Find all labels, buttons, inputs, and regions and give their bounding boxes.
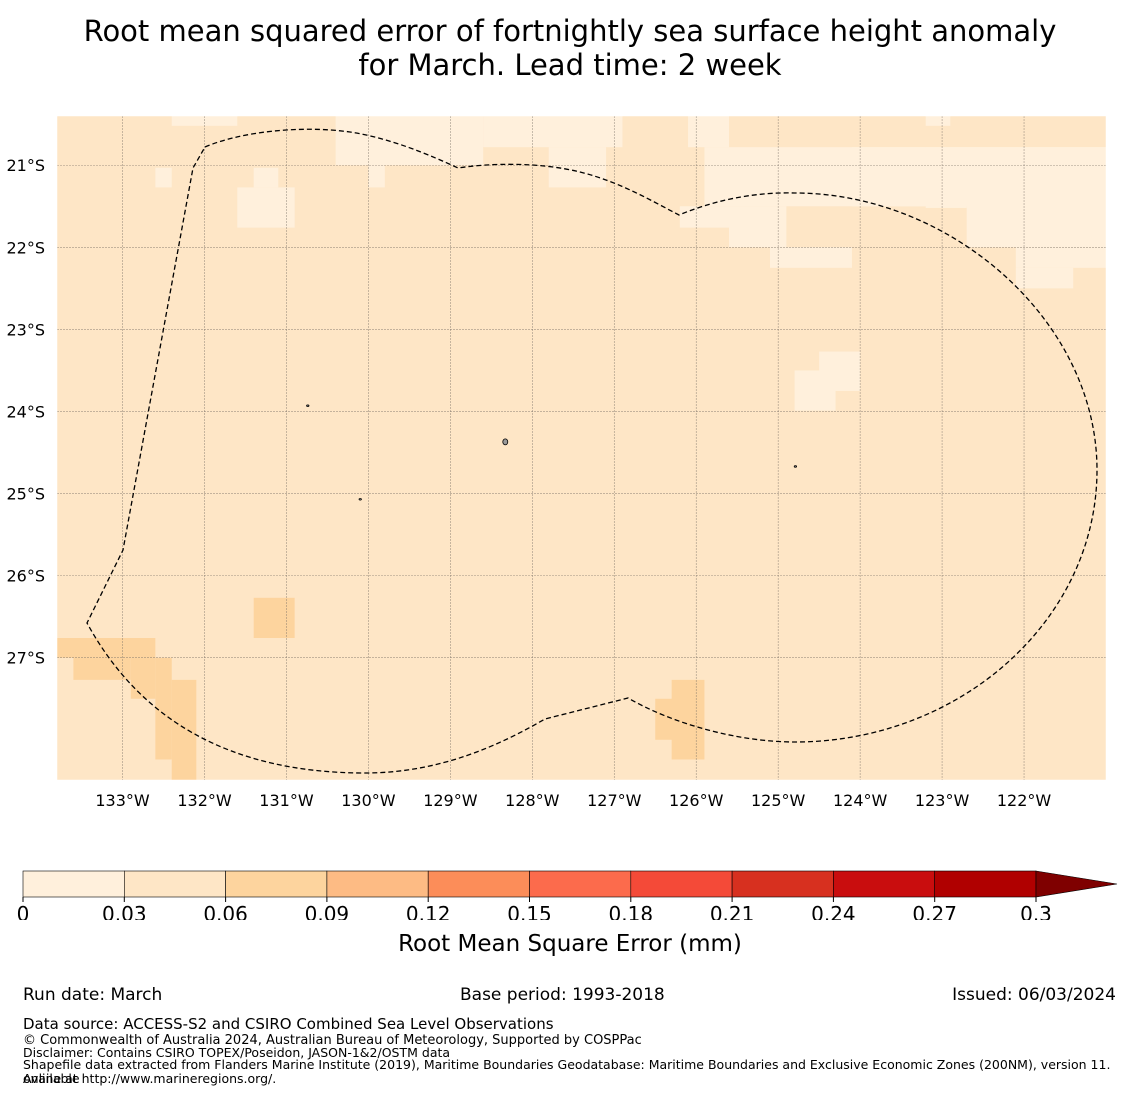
colorbar-tick-label: 0.06 <box>203 902 248 920</box>
map-title: Root mean squared error of fortnightly s… <box>0 14 1140 82</box>
rmse-cell <box>925 187 967 208</box>
rmse-cell <box>171 679 197 780</box>
rmse-cell <box>253 597 295 639</box>
rmse-cell <box>679 206 730 228</box>
rmse-cell <box>155 167 172 188</box>
latitude-label: 25°S <box>6 485 45 504</box>
longitude-label: 127°W <box>587 791 642 810</box>
island <box>793 465 797 468</box>
island <box>502 438 509 446</box>
longitude-label: 131°W <box>259 791 314 810</box>
latitude-label: 24°S <box>6 402 45 421</box>
rmse-cell <box>237 187 295 228</box>
colorbar-tick-label: 0.12 <box>406 902 451 920</box>
longitude-label: 129°W <box>423 791 478 810</box>
rmse-cell <box>851 147 926 207</box>
colorbar-tick-label: 0.09 <box>305 902 350 920</box>
longitude-label: 125°W <box>751 791 806 810</box>
longitude-label: 123°W <box>915 791 970 810</box>
rmse-cell <box>483 116 623 148</box>
colorbar-tick-label: 0.21 <box>710 902 755 920</box>
rmse-cell <box>729 206 787 248</box>
rmse-cell <box>1015 247 1106 268</box>
copyright: © Commonwealth of Australia 2024, Austra… <box>23 1033 642 1048</box>
island <box>358 498 362 501</box>
latitude-label: 26°S <box>6 567 45 586</box>
rmse-cell <box>57 638 156 658</box>
map-frame <box>56 115 1107 781</box>
map-figure: 21°S22°S23°S24°S25°S26°S27°S 133°W 132°W 1… <box>6 115 1118 920</box>
colorbar <box>22 870 1118 898</box>
rmse-cell <box>688 116 730 148</box>
latitude-label: 23°S <box>6 320 45 339</box>
longitude-labels: 133°W 132°W 131°W 130°W 129°W 128°W 127°W 126°W… <box>95 791 1051 810</box>
colorbar-tick-label: 0.18 <box>609 902 654 920</box>
island <box>306 404 310 407</box>
longitude-label: 126°W <box>669 791 724 810</box>
colorbar-segment <box>427 870 530 898</box>
eez-boundary-line <box>86 128 1098 774</box>
longitude-label: 132°W <box>177 791 232 810</box>
colorbar-segment <box>326 870 429 898</box>
rmse-cell <box>253 167 279 188</box>
rmse-cell <box>925 147 1106 188</box>
rmse-cell <box>130 657 156 699</box>
title-line-1: Root mean squared error of fortnightly s… <box>83 14 1057 48</box>
colorbar-segment <box>731 870 834 898</box>
latitude-label: 21°S <box>6 156 45 175</box>
latitude-labels: 21°S 22°S 23°S 24°S 25°S 26°S 27°S <box>6 156 45 667</box>
colorbar-segment <box>124 870 226 898</box>
colorbar-tick-label: 0.24 <box>811 902 856 920</box>
issued-date: Issued: 06/03/2024 <box>952 985 1116 1005</box>
rmse-cell <box>925 116 951 126</box>
eez-boundary <box>86 128 1098 774</box>
rmse-background <box>57 116 1106 780</box>
colorbar-extend-arrow <box>1035 870 1118 898</box>
rmse-cell <box>155 657 172 760</box>
disclaimer: Disclaimer: Contains CSIRO TOPEX/Poseido… <box>23 1045 451 1060</box>
rmse-cell <box>73 657 131 680</box>
colorbar-tick-label: 0.3 <box>1020 902 1052 920</box>
latitude-label: 22°S <box>6 238 45 257</box>
shapefile-credit-1: Shapefile data extracted from Flanders M… <box>23 1057 1111 1086</box>
colorbar-segment <box>22 870 125 898</box>
colorbar-tick-label: 0 <box>17 902 30 920</box>
colorbar-segment <box>225 870 328 898</box>
latitude-label: 27°S <box>6 649 45 668</box>
base-period: Base period: 1993-2018 <box>460 985 665 1005</box>
data-source: Data source: ACCESS-S2 and CSIRO Combine… <box>23 1015 554 1033</box>
longitude-label: 130°W <box>341 791 396 810</box>
rmse-cell <box>671 679 705 760</box>
rmse-cell <box>794 370 836 411</box>
title-line-2: for March. Lead time: 2 week <box>358 48 782 82</box>
colorbar-tick-label: 0.15 <box>507 902 552 920</box>
run-date: Run date: March <box>23 985 163 1005</box>
longitude-label: 128°W <box>505 791 560 810</box>
colorbar-tick-label: 0.27 <box>912 902 957 920</box>
shapefile-credit-2: online at http://www.marineregions.org/. <box>23 1071 277 1086</box>
rmse-cell <box>1015 267 1074 289</box>
rmse-cell <box>368 165 385 188</box>
colorbar-ticks: 0 0.03 0.06 0.09 0.12 0.15 0.18 0.21 0.24 0.27 0.3 <box>17 897 1052 920</box>
colorbar-segment <box>833 870 936 898</box>
islands <box>306 404 797 501</box>
longitude-label: 124°W <box>833 791 888 810</box>
rmse-cell <box>769 247 852 268</box>
rmse-cell <box>966 187 1106 248</box>
colorbar-segment <box>934 870 1037 898</box>
colorbar-label: Root Mean Square Error (mm) <box>398 931 742 957</box>
rmse-cell <box>335 116 484 166</box>
longitude-label: 122°W <box>997 791 1052 810</box>
colorbar-segment <box>529 870 632 898</box>
longitude-label: 133°W <box>95 791 150 810</box>
graticule <box>57 116 1106 780</box>
colorbar-tick-label: 0.03 <box>102 902 147 920</box>
rmse-grid <box>57 116 1106 780</box>
colorbar-segment <box>630 870 733 898</box>
